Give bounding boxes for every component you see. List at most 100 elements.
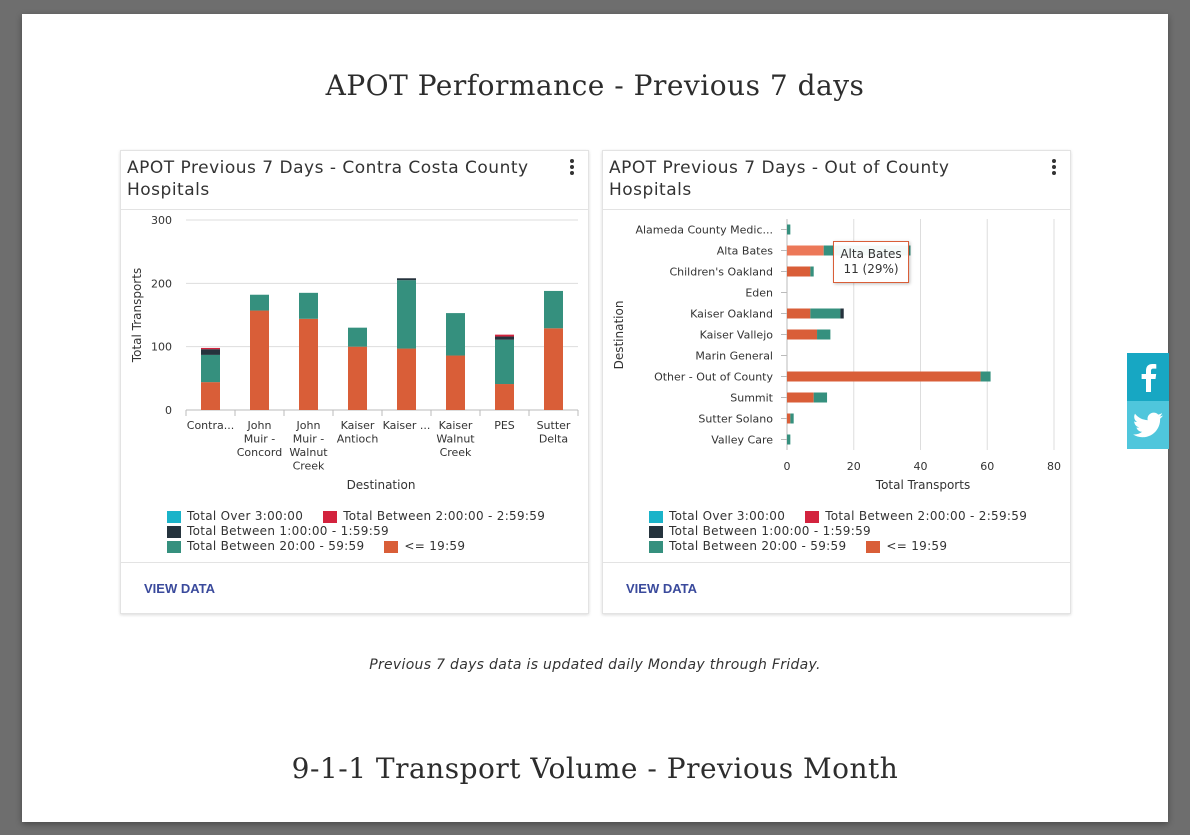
bar-segment [787,266,811,277]
x-tick-label-line: Concord [237,446,282,459]
legend-swatch [649,525,663,538]
divider [121,562,588,563]
bar-segment [495,334,514,337]
twitter-share-button[interactable] [1127,401,1169,449]
kebab-menu-icon[interactable] [566,157,578,179]
legend-item-b20to59[interactable]: Total Between 20:00 - 59:59 [649,539,846,554]
bar-segment [787,413,791,424]
x-tick-label-line: Kaiser [341,419,375,432]
x-tick-label: John Muir -Walnut Creek [289,419,328,473]
bar-segment [495,339,514,385]
facebook-share-button[interactable] [1127,353,1169,401]
update-note: Previous 7 days data is updated daily Mo… [369,657,821,673]
y-tick-label: Other - Out of County [654,371,773,384]
bar-segment [397,280,416,349]
y-axis-title: Total Transports [130,268,144,363]
y-tick-label: Sutter Solano [698,413,773,426]
x-tick-label: 20 [847,460,861,473]
x-tick-label-line: Muir - [293,433,325,446]
bar-segment [790,413,794,424]
legend-item-le19[interactable]: <= 19:59 [384,539,465,554]
kebab-menu-icon[interactable] [1048,157,1060,179]
legend-item-b2to3[interactable]: Total Between 2:00:00 - 2:59:59 [805,509,1027,524]
bar-segment [787,392,814,403]
bar-segment [787,371,981,382]
bar-segment [787,308,811,319]
bar-segment [250,310,269,410]
x-tick-label: Kaiser ... [383,419,431,432]
legend-item-b2to3[interactable]: Total Between 2:00:00 - 2:59:59 [323,509,545,524]
bar-segment [544,290,563,329]
view-data-button[interactable]: VIEW DATA [626,581,698,596]
y-tick-label: 100 [151,341,172,354]
y-tick-label: Alameda County Medic... [635,224,773,237]
x-tick-label: 0 [784,460,791,473]
facebook-icon [1141,364,1157,392]
legend-item-over3[interactable]: Total Over 3:00:00 [649,509,785,524]
bar-segment [201,382,220,410]
y-tick-label: Kaiser Vallejo [700,329,774,342]
x-tick-label: John Muir -Concord [237,419,282,459]
bar-segment [810,308,841,319]
view-data-button[interactable]: VIEW DATA [144,581,216,596]
bar-segment [787,434,791,445]
legend-item-b20to59[interactable]: Total Between 20:00 - 59:59 [167,539,364,554]
bar-segment [348,346,367,410]
legend-item-b1to2[interactable]: Total Between 1:00:00 - 1:59:59 [649,524,871,539]
x-tick-label-line: Walnut [436,433,475,446]
bar-segment [397,348,416,410]
bar-segment [299,292,318,319]
section-heading-apot: APOT Performance - Previous 7 days [325,69,865,102]
bar-segment [201,347,220,350]
divider [121,209,588,210]
bar-segment [446,355,465,410]
y-tick-label: 200 [151,277,172,290]
y-tick-label: Eden [745,287,773,300]
x-tick-label: 60 [980,460,994,473]
y-tick-label: Alta Bates [717,245,773,258]
y-tick-label: 300 [151,214,172,227]
x-tick-label-line: Sutter [537,419,571,432]
legend-label: Total Between 20:00 - 59:59 [669,539,847,553]
twitter-icon [1133,412,1163,438]
chart-legend: Total Over 3:00:00 Total Between 2:00:00… [649,509,1069,554]
divider [603,209,1070,210]
legend-swatch [323,510,338,523]
legend-item-b1to2[interactable]: Total Between 1:00:00 - 1:59:59 [167,524,389,539]
bar-segment [787,224,791,235]
bar-segment [787,329,818,340]
x-tick-label-line: PES [494,419,515,432]
y-tick-label: 0 [165,404,172,417]
legend-item-le19[interactable]: <= 19:59 [866,539,947,554]
legend-item-over3[interactable]: Total Over 3:00:00 [167,509,303,524]
bar-segment [201,354,220,383]
x-tick-label-line: John [296,419,321,432]
x-tick-label-line: Muir - [244,433,276,446]
x-tick-label-line: Creek [293,460,325,473]
y-axis-title: Destination [612,301,626,370]
legend-swatch [167,510,181,523]
x-tick-label-line: Creek [440,446,472,459]
x-tick-label: 80 [1047,460,1061,473]
bar-segment [495,336,514,340]
legend-label: Total Between 2:00:00 - 2:59:59 [825,509,1028,523]
bar-segment [299,318,318,410]
legend-swatch [167,525,181,538]
x-tick-label: Kaiser Walnut Creek [436,419,475,459]
legend-swatch [384,540,399,553]
y-tick-label: Valley Care [711,434,773,447]
chart-card-contra-costa: APOT Previous 7 Days - Contra Costa Coun… [120,150,589,614]
bar-segment [250,294,269,311]
bar-chart-out-of-county: 0 20 40 60 80 Alameda County Medic... Alta Bat… [612,219,1061,492]
legend-swatch [866,540,881,553]
y-tick-label: Marin General [695,350,773,363]
x-tick-label-line: John [247,419,272,432]
x-tick-label: Contra... [187,419,234,432]
x-tick-label: 40 [914,460,928,473]
legend-swatch [649,540,663,553]
bar-segment [446,313,465,356]
bar-segment [201,349,220,355]
chart-legend: Total Over 3:00:00 Total Between 2:00:00… [167,509,587,554]
card-title: APOT Previous 7 Days - Contra Costa Coun… [127,158,529,200]
chart-card-out-of-county: APOT Previous 7 Days - Out of County Hos… [602,150,1071,614]
